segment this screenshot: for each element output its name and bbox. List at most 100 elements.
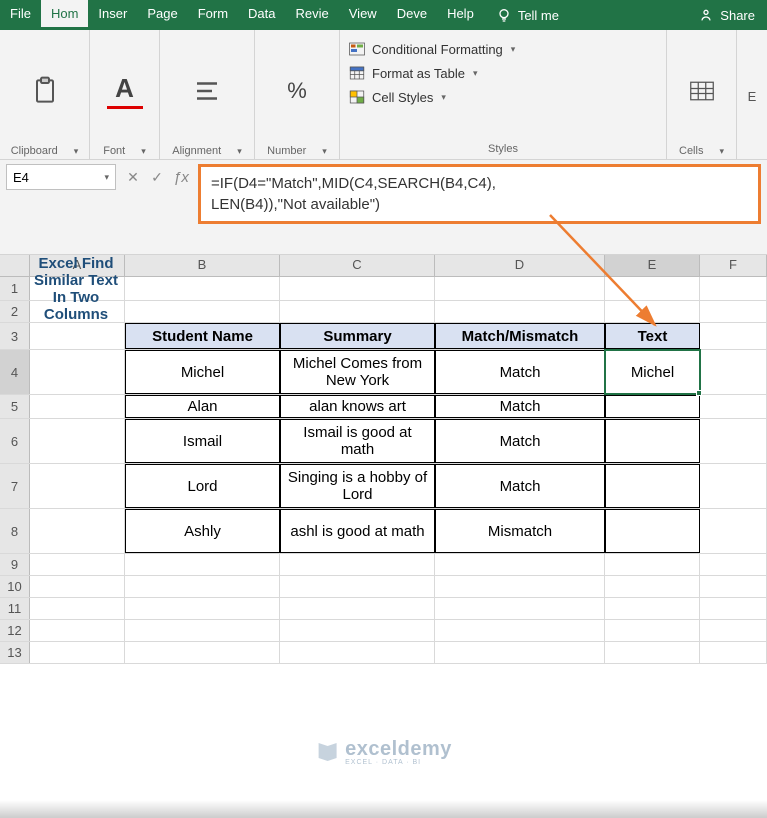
cell[interactable]	[280, 642, 435, 663]
cell-A1[interactable]: Excel Find Similar Text In Two Columns	[30, 277, 125, 300]
row-header[interactable]: 2	[0, 301, 30, 322]
cell[interactable]	[435, 620, 605, 641]
conditional-formatting-button[interactable]: Conditional Formatting▾	[348, 40, 658, 58]
number-label[interactable]: Number	[267, 145, 306, 157]
row-header[interactable]: 10	[0, 576, 30, 597]
tab-home[interactable]: Hom	[41, 0, 88, 30]
cell[interactable]	[700, 419, 767, 463]
number-icon[interactable]: %	[279, 73, 315, 109]
row-header[interactable]: 5	[0, 395, 30, 418]
paste-icon[interactable]	[27, 73, 63, 109]
cell[interactable]	[280, 598, 435, 619]
select-all-corner[interactable]	[0, 255, 30, 276]
col-header-D[interactable]: D	[435, 255, 605, 276]
tab-review[interactable]: Revie	[286, 0, 339, 30]
cell[interactable]	[605, 620, 700, 641]
font-icon[interactable]: A	[107, 73, 143, 109]
cell-C8[interactable]: ashl is good at math	[280, 509, 435, 553]
cell[interactable]	[30, 576, 125, 597]
cell[interactable]	[125, 576, 280, 597]
col-header-B[interactable]: B	[125, 255, 280, 276]
cell[interactable]	[605, 576, 700, 597]
cell-header-summary[interactable]: Summary	[280, 323, 435, 349]
cell[interactable]	[30, 642, 125, 663]
cell[interactable]	[700, 598, 767, 619]
cell[interactable]	[700, 576, 767, 597]
col-header-E[interactable]: E	[605, 255, 700, 276]
cell[interactable]	[30, 419, 125, 463]
cell-C6[interactable]: Ismail is good at math	[280, 419, 435, 463]
cell-E7[interactable]	[605, 464, 700, 508]
row-header[interactable]: 8	[0, 509, 30, 553]
cell[interactable]	[280, 277, 435, 300]
row-header[interactable]: 9	[0, 554, 30, 575]
cell-E5[interactable]	[605, 395, 700, 418]
fx-icon[interactable]: ƒx	[170, 164, 192, 190]
row-header[interactable]: 11	[0, 598, 30, 619]
cell[interactable]	[280, 620, 435, 641]
cell[interactable]	[700, 301, 767, 322]
cell[interactable]	[700, 464, 767, 508]
tab-view[interactable]: View	[339, 0, 387, 30]
cell[interactable]	[125, 620, 280, 641]
cell-D4[interactable]: Match	[435, 350, 605, 394]
cell[interactable]	[30, 395, 125, 418]
cell-D5[interactable]: Match	[435, 395, 605, 418]
row-header[interactable]: 3	[0, 323, 30, 349]
clipboard-label[interactable]: Clipboard	[11, 145, 58, 157]
col-header-C[interactable]: C	[280, 255, 435, 276]
cell[interactable]	[30, 598, 125, 619]
cell[interactable]	[435, 301, 605, 322]
tab-file[interactable]: File	[0, 0, 41, 30]
tab-insert[interactable]: Inser	[88, 0, 137, 30]
cell[interactable]	[280, 301, 435, 322]
enter-icon[interactable]: ✓	[146, 164, 168, 190]
cell[interactable]	[30, 464, 125, 508]
cell[interactable]	[700, 509, 767, 553]
cell[interactable]	[30, 350, 125, 394]
cells-icon[interactable]	[684, 73, 720, 109]
cell[interactable]	[605, 642, 700, 663]
cell[interactable]	[700, 323, 767, 349]
tab-help[interactable]: Help	[437, 0, 484, 30]
cell-C5[interactable]: alan knows art	[280, 395, 435, 418]
cell[interactable]	[30, 509, 125, 553]
cell[interactable]	[435, 598, 605, 619]
cell[interactable]	[30, 620, 125, 641]
cell[interactable]	[605, 554, 700, 575]
cell-D6[interactable]: Match	[435, 419, 605, 463]
format-as-table-button[interactable]: Format as Table▾	[348, 64, 658, 82]
cell[interactable]	[125, 642, 280, 663]
formula-input[interactable]: =IF(D4="Match",MID(C4,SEARCH(B4,C4), LEN…	[198, 164, 761, 224]
name-box[interactable]: E4 ▾	[6, 164, 116, 190]
cell-E8[interactable]	[605, 509, 700, 553]
cancel-icon[interactable]: ✕	[122, 164, 144, 190]
alignment-icon[interactable]	[189, 73, 225, 109]
cell-C7[interactable]: Singing is a hobby of Lord	[280, 464, 435, 508]
spreadsheet-grid[interactable]: 1 Excel Find Similar Text In Two Columns…	[0, 277, 767, 664]
tab-page[interactable]: Page	[137, 0, 187, 30]
share-button[interactable]: Share	[686, 0, 767, 30]
cell-E4-selected[interactable]: Michel	[605, 350, 700, 394]
cell[interactable]	[125, 277, 280, 300]
row-header[interactable]: 13	[0, 642, 30, 663]
cell[interactable]	[700, 620, 767, 641]
cell[interactable]	[700, 350, 767, 394]
row-header[interactable]: 4	[0, 350, 30, 394]
row-header[interactable]: 1	[0, 277, 30, 300]
cell[interactable]	[280, 554, 435, 575]
cell[interactable]	[125, 598, 280, 619]
alignment-label[interactable]: Alignment	[172, 145, 221, 157]
cell-styles-button[interactable]: Cell Styles▾	[348, 88, 658, 106]
cell[interactable]	[435, 277, 605, 300]
tab-developer[interactable]: Deve	[387, 0, 437, 30]
cell[interactable]	[700, 642, 767, 663]
cell[interactable]	[700, 554, 767, 575]
cell-B4[interactable]: Michel	[125, 350, 280, 394]
fill-handle[interactable]	[696, 390, 702, 396]
tab-data[interactable]: Data	[238, 0, 285, 30]
tab-formulas[interactable]: Form	[188, 0, 238, 30]
cell[interactable]	[435, 642, 605, 663]
cell-B5[interactable]: Alan	[125, 395, 280, 418]
row-header[interactable]: 7	[0, 464, 30, 508]
